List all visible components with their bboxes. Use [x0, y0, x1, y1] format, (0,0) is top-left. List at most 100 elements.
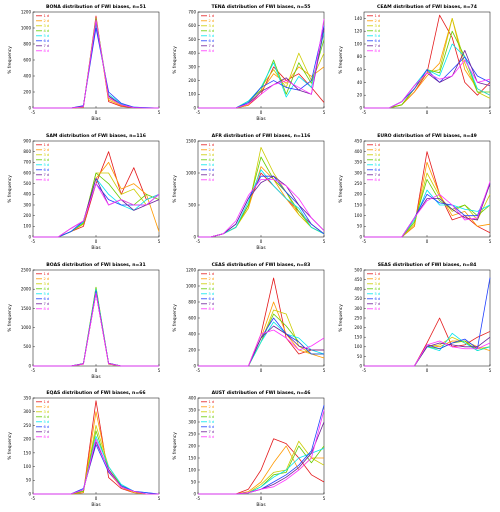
y-tick-label: 60	[357, 67, 363, 72]
legend-label: 7 d	[209, 430, 215, 434]
y-tick-label: 80	[357, 54, 363, 59]
y-tick-label: 400	[23, 73, 31, 78]
series-line	[364, 317, 491, 367]
series-line	[364, 56, 491, 109]
y-axis-label: % frequency	[172, 175, 178, 203]
x-axis-label: Bias	[256, 116, 266, 122]
x-tick-label: 5	[323, 368, 326, 373]
y-tick-label: 600	[23, 170, 31, 175]
x-tick-label: 0	[95, 239, 98, 244]
y-tick-label: 900	[23, 138, 31, 143]
series-line	[33, 444, 160, 495]
y-tick-label: 1200	[21, 9, 32, 14]
legend-label: 7 d	[44, 430, 50, 434]
chart-panel: BOAS distribution of FWI biases, n=31050…	[7, 262, 161, 380]
legend-label: 8 d	[44, 435, 50, 439]
y-tick-label: 0	[359, 105, 362, 110]
series-line	[364, 336, 491, 367]
legend-label: 6 d	[375, 168, 381, 172]
x-axis-label: Bias	[256, 502, 266, 508]
chart-panel: AUST distribution of FWI biases, n=46050…	[172, 390, 326, 508]
legend-label: 5 d	[375, 292, 381, 296]
series-line	[364, 277, 491, 367]
x-tick-label: -5	[362, 368, 366, 373]
legend-label: 8 d	[375, 178, 381, 182]
x-tick-label: 0	[260, 496, 263, 501]
x-tick-label: -5	[196, 368, 200, 373]
series-line	[198, 409, 325, 495]
legend-label: 8 d	[44, 307, 50, 311]
series-line	[198, 321, 325, 367]
y-tick-label: 0	[193, 363, 196, 368]
y-tick-label: 1000	[21, 325, 32, 330]
plot-frame	[197, 140, 325, 238]
y-axis-label: % frequency	[338, 304, 344, 332]
x-tick-label: 0	[260, 239, 263, 244]
chart-title: AUST distribution of FWI biases, n=46	[212, 390, 311, 396]
legend-label: 7 d	[44, 173, 50, 177]
y-tick-label: 0	[28, 105, 31, 110]
y-tick-label: 1000	[21, 25, 32, 30]
series-line	[364, 14, 491, 109]
y-tick-label: 1000	[186, 170, 197, 175]
legend-label: 1 d	[209, 143, 215, 147]
y-tick-label: 700	[23, 160, 31, 165]
legend-label: 6 d	[44, 39, 50, 43]
chart-title: TENA distribution of FWI biases, n=55	[212, 4, 311, 10]
chart-panel: AFR distribution of FWI biases, n=116050…	[172, 133, 326, 251]
y-tick-label: 400	[354, 287, 362, 292]
x-axis-label: Bias	[91, 502, 101, 508]
series-line	[364, 181, 491, 238]
legend-label: 1 d	[44, 14, 50, 18]
legend-label: 5 d	[375, 163, 381, 167]
legend-label: 7 d	[375, 302, 381, 306]
series-line	[33, 438, 159, 495]
legend-label: 4 d	[375, 287, 381, 291]
x-tick-label: 5	[158, 368, 161, 373]
y-tick-label: 0	[28, 234, 31, 239]
x-tick-label: 0	[95, 110, 98, 115]
x-tick-label: 0	[260, 368, 263, 373]
chart-panel: TENA distribution of FWI biases, n=55 0 10…	[172, 4, 326, 122]
legend-label: 1 d	[209, 272, 215, 276]
y-tick-label: 150	[23, 450, 31, 455]
series-line	[198, 329, 325, 367]
legend-label: 6 d	[44, 297, 50, 301]
legend-label: 3 d	[375, 24, 381, 28]
series-line	[198, 156, 325, 238]
x-tick-label: 5	[158, 239, 161, 244]
y-tick-label: 800	[23, 41, 31, 46]
series-line	[198, 146, 325, 238]
y-tick-label: 0	[193, 105, 196, 110]
y-tick-label: 450	[354, 277, 362, 282]
y-axis-label: % frequency	[172, 432, 178, 460]
legend-label: 2 d	[44, 277, 50, 281]
y-tick-label: 0	[28, 491, 31, 496]
x-tick-label: -5	[196, 239, 200, 244]
x-tick-label: 0	[260, 110, 263, 115]
legend-label: 1 d	[375, 143, 381, 147]
y-tick-label: 500	[23, 181, 31, 186]
legend-label: 6 d	[209, 39, 215, 43]
y-tick-label: 800	[188, 299, 196, 304]
y-tick-label: 200	[23, 213, 31, 218]
legend-label: 1 d	[44, 272, 50, 276]
legend-label: 2 d	[44, 19, 50, 23]
legend-label: 1 d	[375, 14, 381, 18]
series-line	[198, 32, 325, 109]
plot-frame	[363, 140, 491, 238]
legend-label: 8 d	[44, 178, 50, 182]
legend-label: 5 d	[209, 163, 215, 167]
legend-label: 6 d	[44, 168, 50, 172]
chart-title: AFR distribution of FWI biases, n=116	[212, 133, 311, 139]
legend-label: 2 d	[209, 277, 215, 281]
x-tick-label: 5	[489, 110, 492, 115]
x-tick-label: 0	[426, 368, 429, 373]
series-line	[33, 288, 159, 367]
y-tick-label: 300	[23, 202, 31, 207]
chart-title: BONA distribution of FWI biases, n=51	[46, 4, 146, 10]
y-tick-label: 150	[188, 455, 196, 460]
legend-label: 4 d	[209, 415, 215, 419]
chart-panel: CEAS distribution of FWI biases, n=83 0 20…	[172, 262, 326, 373]
